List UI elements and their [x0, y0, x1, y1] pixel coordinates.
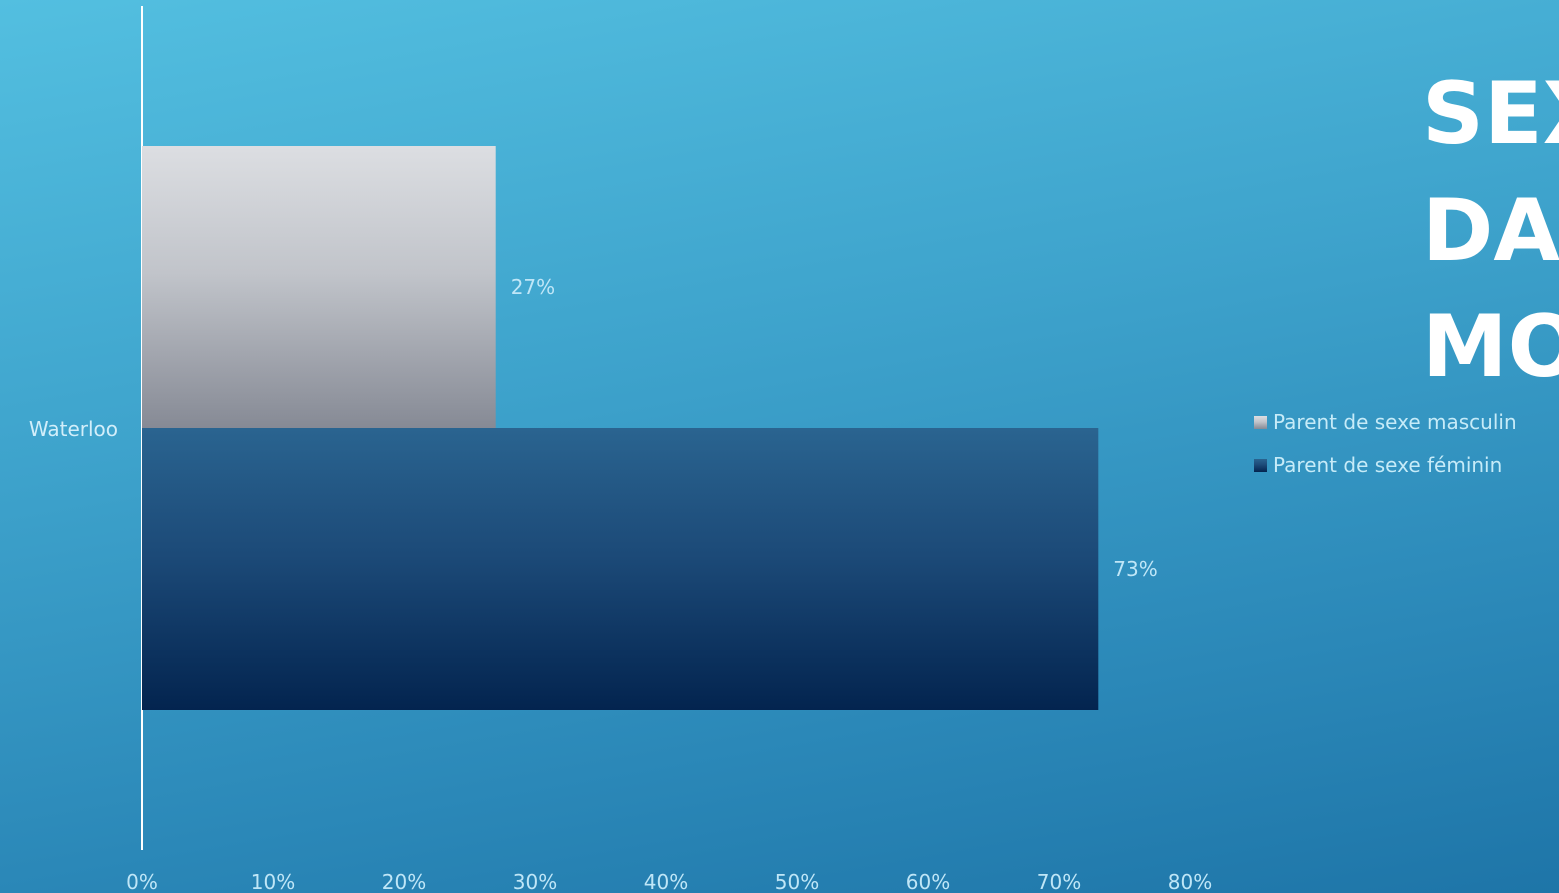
- x-tick-label: 30%: [513, 870, 557, 893]
- title-line-1: SEX: [1422, 64, 1559, 164]
- title-line-2: DA: [1422, 181, 1559, 281]
- legend-item-female: Parent de sexe féminin: [1254, 453, 1502, 477]
- data-label-male: 27%: [511, 275, 555, 299]
- legend-swatch-male: [1254, 416, 1267, 429]
- x-tick-label: 20%: [382, 870, 426, 893]
- legend-swatch-female: [1254, 459, 1267, 472]
- bar-parent-de-sexe-masculin: [142, 146, 496, 428]
- title-line-3: MO: [1422, 297, 1559, 397]
- x-tick-label: 0%: [126, 870, 158, 893]
- x-tick-label: 40%: [644, 870, 688, 893]
- x-axis-ticks: 0% 10% 20% 30% 40% 50% 60% 70% 80%: [126, 870, 1212, 893]
- x-tick-label: 10%: [251, 870, 295, 893]
- legend-label-female: Parent de sexe féminin: [1273, 453, 1502, 477]
- bar-parent-de-sexe-feminin: [142, 428, 1099, 710]
- x-tick-label: 50%: [775, 870, 819, 893]
- chart-title: SEX DA MO: [1422, 64, 1559, 397]
- category-label: Waterloo: [29, 417, 118, 441]
- x-tick-label: 60%: [906, 870, 950, 893]
- legend-label-male: Parent de sexe masculin: [1273, 410, 1517, 434]
- data-label-female: 73%: [1113, 557, 1157, 581]
- legend-item-male: Parent de sexe masculin: [1254, 410, 1517, 434]
- x-tick-label: 70%: [1037, 870, 1081, 893]
- legend: Parent de sexe masculin Parent de sexe f…: [1254, 410, 1517, 477]
- x-tick-label: 80%: [1168, 870, 1212, 893]
